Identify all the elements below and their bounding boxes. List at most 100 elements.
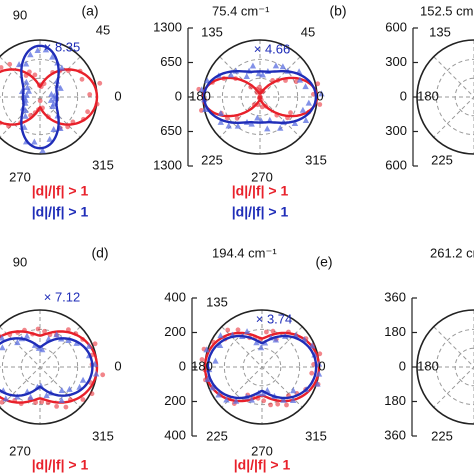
data-point-red	[80, 397, 86, 402]
data-point-blue	[249, 62, 257, 69]
radial-tick-label: 200	[164, 393, 186, 408]
fit-curve-red	[0, 68, 99, 126]
data-point-blue	[58, 64, 66, 71]
data-point-blue	[291, 119, 299, 126]
data-point-blue	[31, 138, 38, 145]
polar-panel-3: 600 300 0 300 600 135 180 225 152.5 cm⁻¹	[385, 3, 474, 172]
data-point-blue	[46, 135, 53, 142]
data-point-blue	[42, 46, 50, 53]
radial-tick-label: 650	[160, 123, 182, 138]
grid-ring-0	[454, 347, 474, 387]
legend-entry: |d|/|f| > 1	[232, 183, 289, 199]
data-point-blue	[57, 84, 64, 91]
data-point-blue	[23, 78, 30, 85]
data-point-blue	[48, 90, 55, 97]
angle-tick-label: 225	[431, 428, 453, 443]
data-point-blue	[85, 342, 93, 349]
radial-tick-label: 360	[384, 427, 406, 442]
data-point-blue	[34, 47, 41, 54]
data-point-blue	[253, 339, 260, 346]
data-point-blue	[217, 118, 224, 125]
data-point-blue	[280, 396, 287, 403]
data-point-blue	[232, 397, 240, 404]
radial-tick-label: 400	[164, 427, 186, 442]
polar-panel-5: 400 200 0 200 400 135 180 0 225 270 315 × 3.74 194.4…	[164, 245, 332, 473]
data-point-blue	[22, 106, 29, 113]
data-point-blue	[272, 62, 280, 69]
panel-label: (a)	[81, 3, 98, 19]
data-point-red	[63, 404, 69, 410]
scale-factor: × 4.66	[254, 41, 291, 56]
data-point-red	[261, 398, 267, 404]
data-point-red	[7, 61, 13, 67]
data-point-blue	[14, 339, 21, 346]
data-point-red	[275, 401, 281, 407]
data-point-red	[54, 404, 59, 409]
data-point-blue	[58, 397, 65, 404]
panel-title: 152.5 cm⁻¹	[420, 3, 474, 18]
data-point-red	[87, 92, 93, 97]
data-point-red	[225, 327, 231, 333]
data-point-red	[32, 72, 38, 78]
data-point-blue	[296, 76, 304, 83]
data-point-blue	[223, 396, 230, 403]
data-point-blue	[318, 90, 325, 97]
data-point-blue	[314, 380, 321, 387]
data-point-blue	[260, 390, 267, 397]
data-point-blue	[315, 360, 323, 367]
data-point-red	[234, 115, 240, 121]
data-point-blue	[272, 336, 280, 343]
data-point-red	[199, 357, 205, 362]
panel-label: (b)	[329, 3, 346, 19]
data-point-blue	[276, 124, 284, 131]
data-point-blue	[257, 344, 265, 351]
data-point-red	[268, 402, 273, 408]
data-point-blue	[209, 384, 216, 391]
radial-tick-label: 1300	[153, 19, 182, 34]
radial-tick-label: 300	[385, 123, 407, 138]
data-point-blue	[279, 63, 287, 70]
angle-tick-label: 270	[251, 443, 273, 458]
data-point-blue	[302, 83, 309, 90]
data-point-blue	[203, 346, 210, 353]
angle-tick-label: 270	[9, 169, 31, 184]
angle-tick-label: 90	[13, 7, 27, 22]
data-point-blue	[22, 112, 29, 119]
data-point-blue	[202, 105, 209, 112]
data-point-blue	[53, 331, 60, 338]
angle-tick-label: 45	[301, 24, 315, 39]
panel-label: (d)	[91, 245, 108, 261]
data-point-blue	[308, 342, 316, 349]
data-point-blue	[289, 397, 297, 404]
data-point-blue	[22, 60, 30, 67]
data-point-blue	[215, 391, 222, 398]
data-point-red	[264, 329, 269, 335]
radial-tick-label: 180	[384, 393, 406, 408]
data-point-blue	[216, 342, 224, 349]
data-point-red	[33, 400, 38, 405]
legend-entry: |d|/|f| > 1	[234, 457, 291, 473]
angle-tick-label: 315	[305, 428, 327, 443]
data-point-blue	[217, 110, 225, 117]
angle-tick-label: 135	[206, 294, 228, 309]
fit-curve-blue	[20, 44, 60, 150]
radial-tick-label: 0	[400, 88, 407, 103]
data-point-blue	[225, 122, 232, 129]
data-point-blue	[92, 370, 100, 377]
data-point-red	[97, 80, 103, 86]
polar-panel-6: 360 180 0 180 360 180 225 261.2 cm⁻¹	[384, 245, 474, 443]
angle-tick-label: 135	[201, 24, 223, 39]
data-point-red	[92, 341, 98, 347]
angle-tick-label: 0	[318, 358, 325, 373]
grid-ring-0	[454, 77, 474, 117]
radial-tick-label: 650	[160, 54, 182, 69]
data-point-red	[37, 98, 43, 104]
data-point-red	[317, 102, 323, 107]
data-point-blue	[255, 70, 263, 77]
data-point-blue	[248, 120, 255, 127]
data-point-red	[35, 326, 41, 332]
panel-title: 261.2 cm⁻¹	[430, 245, 474, 260]
angle-tick-label: 225	[431, 152, 453, 167]
data-point-red	[284, 402, 289, 408]
angle-tick-label: 270	[251, 169, 273, 184]
